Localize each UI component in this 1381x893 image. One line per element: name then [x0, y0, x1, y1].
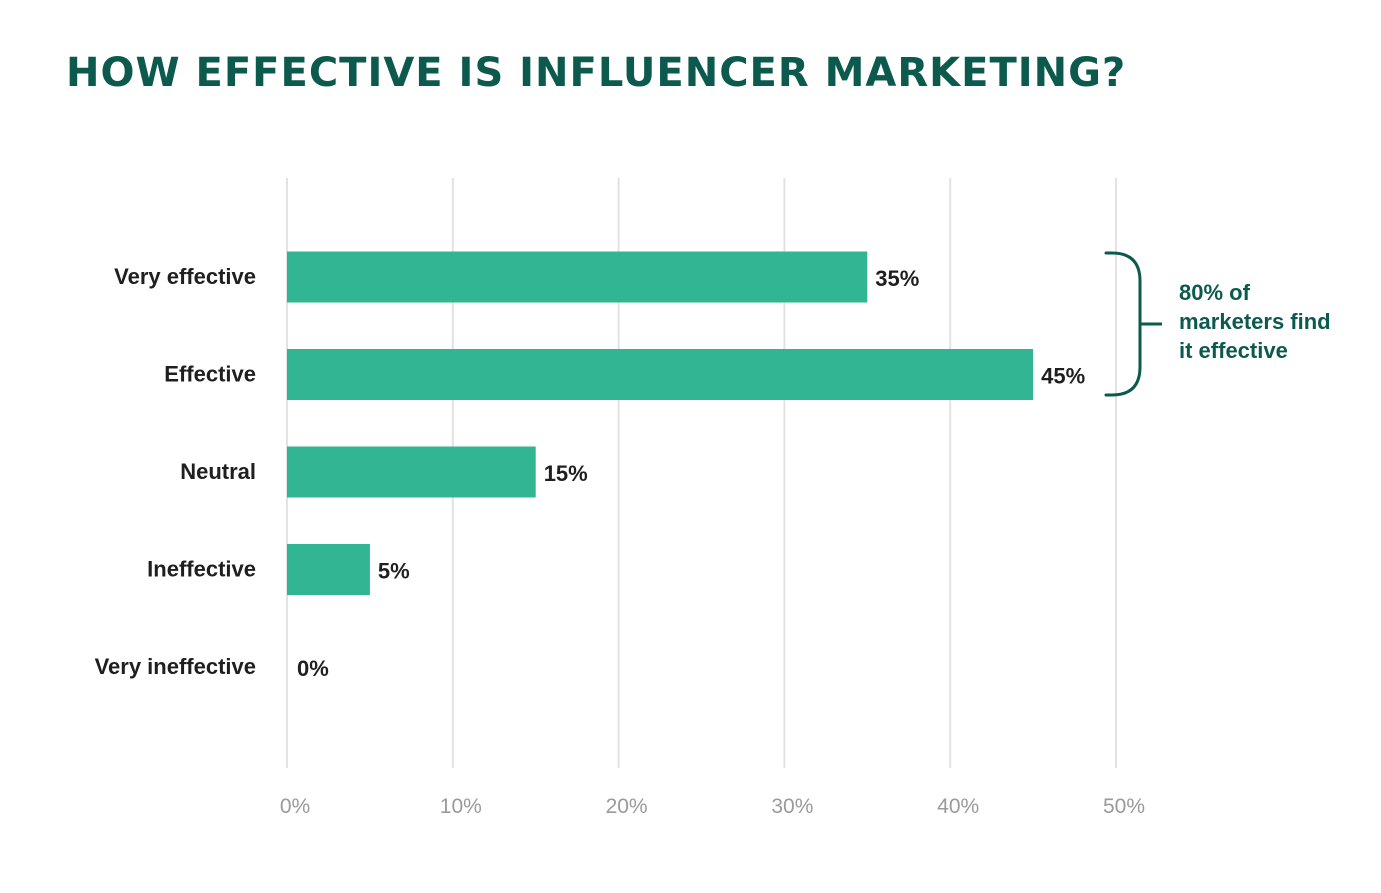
x-tick-label: 30% [771, 795, 813, 818]
annotation-line-3: it effective [1179, 338, 1288, 363]
x-tick-label: 20% [606, 795, 648, 818]
value-label: 0% [297, 656, 329, 681]
x-tick-label: 40% [937, 795, 979, 818]
x-tick-label: 50% [1103, 795, 1145, 818]
x-axis-tick-labels: 0% 10% 20% 30% 40% 50% [280, 795, 1145, 818]
x-tick-label: 0% [280, 795, 310, 818]
annotation-line-2: marketers find [1179, 309, 1331, 334]
value-label: 35% [875, 266, 919, 291]
x-tick-label: 10% [440, 795, 482, 818]
bar-3 [287, 544, 370, 595]
category-label: Effective [164, 362, 256, 387]
chart-title: HOW EFFECTIVE IS INFLUENCER MARKETING? [66, 50, 1127, 96]
value-label: 45% [1041, 364, 1085, 389]
value-labels: 35% 45% 15% 5% 0% [297, 266, 1085, 681]
category-labels: Very effective Effective Neutral Ineffectiv… [95, 264, 256, 679]
category-label: Ineffective [147, 557, 256, 582]
annotation-line-1: 80% of [1179, 280, 1251, 305]
value-label: 5% [378, 559, 410, 584]
category-label: Very ineffective [95, 654, 256, 679]
annotation-bracket [1104, 251, 1142, 397]
category-label: Very effective [114, 264, 256, 289]
annotation: 80% of marketers find it effective [1104, 251, 1331, 397]
bars [287, 251, 1034, 595]
value-label: 15% [544, 461, 588, 486]
bar-0 [287, 251, 868, 303]
bar-2 [287, 446, 536, 498]
category-label: Neutral [180, 459, 256, 484]
bar-1 [287, 349, 1034, 400]
